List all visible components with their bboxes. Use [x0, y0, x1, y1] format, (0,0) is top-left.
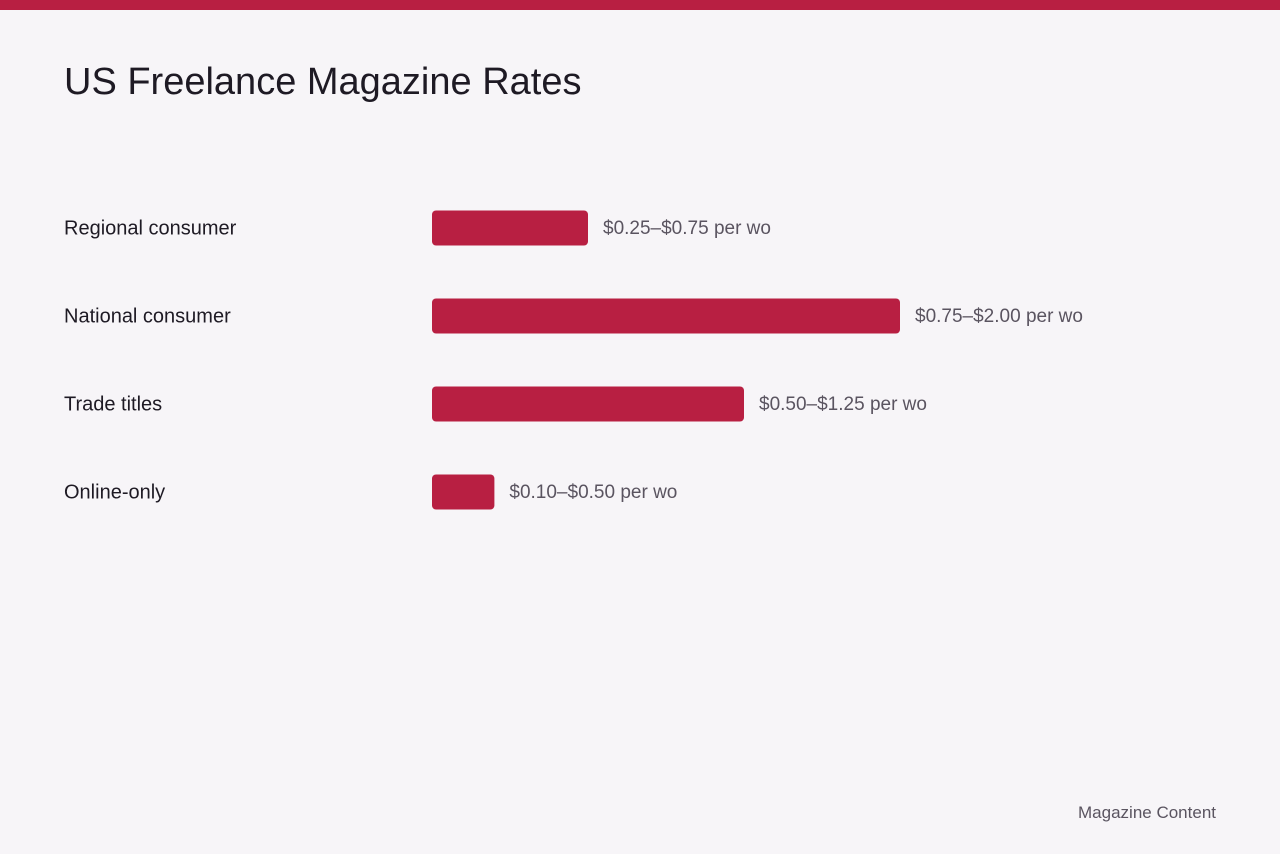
top-band [0, 0, 1280, 10]
value-label: $0.50–$1.25 per wo [759, 394, 927, 415]
footer: Magazine Content [1078, 803, 1216, 822]
value-label: $0.10–$0.50 per wo [509, 482, 677, 503]
category-label: Trade titles [64, 393, 162, 415]
bar [432, 298, 900, 334]
value-label: $0.75–$2.00 per wo [915, 306, 1083, 327]
chart-title: US Freelance Magazine Rates [64, 61, 581, 103]
value-label: $0.25–$0.75 per wo [603, 218, 771, 239]
category-label: Online-only [64, 481, 165, 503]
bar [432, 210, 588, 246]
category-label: National consumer [64, 305, 231, 327]
category-label: Regional consumer [64, 217, 237, 239]
bar [432, 386, 744, 422]
bar [432, 474, 495, 510]
